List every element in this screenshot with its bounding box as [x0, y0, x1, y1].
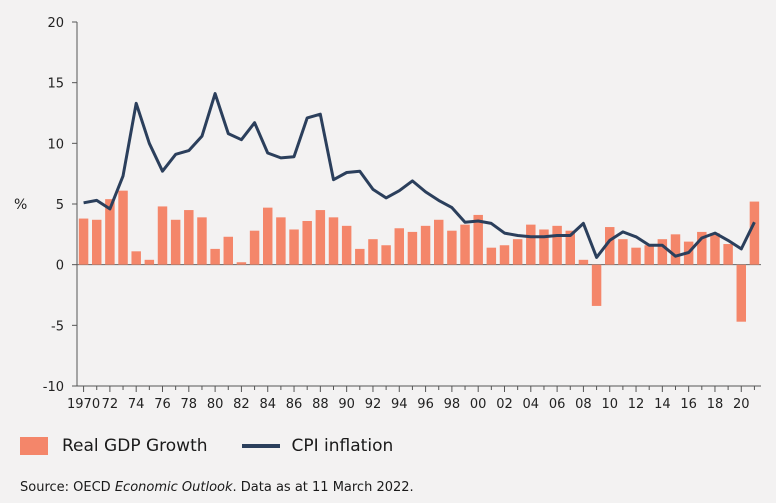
- bar-gdp-1978: [184, 210, 194, 265]
- x-tick-label: 78: [181, 397, 198, 412]
- bar-gdp-2020: [736, 264, 747, 322]
- legend-label-gdp: Real GDP Growth: [62, 436, 208, 456]
- bar-gdp-2003: [512, 239, 523, 265]
- bar-gdp-1995: [407, 231, 418, 265]
- source-note: Source: OECD Economic Outlook. Data as a…: [20, 480, 414, 495]
- bar-gdp-1974: [131, 251, 141, 265]
- x-tick-label: 1970: [67, 397, 100, 412]
- bar-gdp-1981: [223, 236, 234, 265]
- x-tick-label: 10: [601, 397, 618, 412]
- bar-gdp-1983: [249, 230, 260, 265]
- bar-gdp-1977: [170, 219, 181, 265]
- bar-gdp-2015: [670, 234, 681, 265]
- legend: Real GDP Growth CPI inflation: [20, 436, 427, 456]
- bar-gdp-1990: [341, 225, 352, 265]
- bar-gdp-2021: [749, 201, 760, 265]
- bar-gdp-2019: [723, 244, 733, 265]
- bar-gdp-2000: [473, 214, 483, 265]
- y-axis-label: %: [14, 197, 27, 213]
- bar-gdp-1998: [447, 230, 457, 265]
- x-tick-label: 20: [733, 397, 750, 412]
- bar-gdp-1996: [420, 225, 431, 265]
- bar-gdp-2001: [486, 247, 497, 265]
- bar-gdp-1975: [144, 259, 155, 265]
- bar-gdp-1973: [118, 190, 128, 265]
- bar-gdp-1972: [105, 199, 115, 265]
- x-tick-label: 12: [628, 397, 645, 412]
- y-tick-label: 10: [47, 137, 64, 152]
- bar-gdp-2010: [604, 227, 615, 265]
- bar-gdp-1993: [381, 245, 391, 265]
- x-tick-label: 86: [286, 397, 303, 412]
- y-tick-label: -5: [51, 319, 64, 334]
- y-tick-label: 0: [56, 259, 64, 274]
- y-tick-label: 20: [47, 16, 64, 31]
- x-tick-label: 98: [444, 397, 461, 412]
- bar-gdp-2014: [657, 239, 668, 265]
- bar-gdp-2005: [539, 229, 549, 265]
- bar-gdp-1988: [315, 210, 326, 265]
- y-tick-label: 5: [56, 198, 64, 213]
- x-tick-label: 18: [707, 397, 724, 412]
- bar-gdp-2013: [644, 245, 654, 265]
- bar-gdp-1986: [289, 229, 299, 265]
- legend-item-gdp: Real GDP Growth: [20, 436, 208, 456]
- x-tick-label: 74: [128, 397, 145, 412]
- bar-gdp-2007: [565, 230, 576, 265]
- x-tick-label: 04: [523, 397, 540, 412]
- bar-gdp-1971: [91, 219, 102, 265]
- legend-swatch-cpi: [241, 444, 280, 448]
- bar-gdp-2011: [618, 239, 628, 265]
- bar-gdp-1991: [355, 248, 365, 265]
- bar-gdp-2017: [697, 231, 707, 265]
- x-tick-label: 72: [102, 397, 119, 412]
- x-tick-label: 84: [259, 397, 276, 412]
- x-tick-label: 88: [312, 397, 329, 412]
- bar-gdp-2004: [526, 224, 536, 265]
- bar-gdp-1994: [394, 228, 405, 265]
- x-tick-label: 94: [391, 397, 408, 412]
- x-tick-label: 82: [233, 397, 250, 412]
- source-suffix: . Data as at 11 March 2022.: [232, 480, 414, 495]
- chart: 20 15 10 5 0 -5 -10% 1970 72 74 76 78 80 82 84 86 88 90 92…: [14, 16, 761, 412]
- bar-gdp-2018: [710, 233, 720, 265]
- x-tick-label: 02: [496, 397, 513, 412]
- x-tick-label: 80: [207, 397, 224, 412]
- bar-gdp-2008: [578, 259, 589, 265]
- bar-gdp-2009: [591, 264, 602, 306]
- legend-item-cpi: CPI inflation: [241, 436, 394, 456]
- bar-gdp-1999: [460, 224, 470, 265]
- bar-gdp-1982: [236, 262, 247, 265]
- x-tick-label: 16: [680, 397, 697, 412]
- x-tick-label: 96: [417, 397, 434, 412]
- x-tick-label: 08: [575, 397, 592, 412]
- bar-gdp-1985: [276, 217, 286, 265]
- legend-swatch-gdp: [20, 437, 48, 455]
- bar-gdp-1984: [262, 207, 273, 265]
- bar-gdp-2006: [552, 225, 562, 265]
- source-prefix: Source: OECD: [20, 480, 115, 495]
- x-tick-label: 92: [365, 397, 382, 412]
- bar-gdp-1997: [433, 219, 444, 265]
- x-tick-label: 14: [654, 397, 671, 412]
- y-tick-label: -10: [43, 380, 64, 395]
- bar-gdp-1980: [210, 248, 220, 265]
- bar-gdp-1989: [328, 217, 339, 265]
- bar-gdp-1976: [157, 206, 168, 265]
- x-tick-label: 06: [549, 397, 566, 412]
- y-tick-label: 15: [47, 77, 64, 92]
- x-tick-label: 90: [338, 397, 355, 412]
- bar-gdp-2012: [631, 247, 641, 265]
- bar-gdp-1970: [78, 218, 89, 265]
- bar-gdp-1992: [368, 239, 378, 265]
- x-tick-label: 00: [470, 397, 487, 412]
- bar-gdp-2002: [499, 245, 510, 265]
- line-cpi: [83, 92, 756, 259]
- bar-gdp-1987: [302, 220, 312, 265]
- x-tick-label: 76: [154, 397, 171, 412]
- source-title: Economic Outlook: [114, 480, 233, 495]
- bar-gdp-1979: [197, 217, 207, 265]
- legend-label-cpi: CPI inflation: [291, 436, 394, 456]
